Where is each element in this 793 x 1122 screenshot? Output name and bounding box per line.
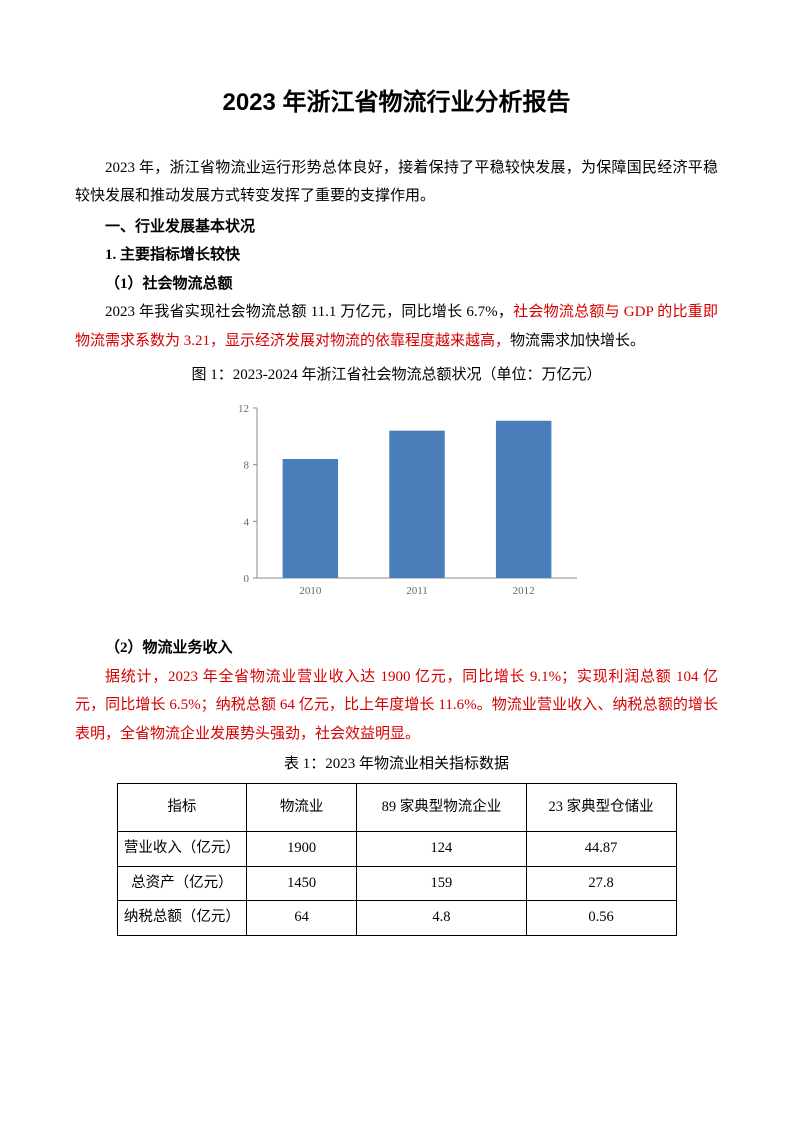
bar-chart-svg: 0 4 8 12 2010 2011 2012: [207, 398, 587, 608]
table-rowhead-cell: 总资产（亿元）: [117, 866, 247, 901]
table-header-cell: 指标: [117, 783, 247, 832]
table-cell: 4.8: [357, 901, 527, 936]
paragraph-revenue: 据统计，2023 年全省物流业营业收入达 1900 亿元，同比增长 9.1%；实…: [75, 663, 718, 749]
y-tick-label: 8: [243, 459, 249, 471]
table-cell: 44.87: [526, 832, 676, 867]
chart-caption: 图 1：2023-2024 年浙江省社会物流总额状况（单位：万亿元）: [75, 361, 718, 390]
y-tick-label: 12: [238, 403, 249, 415]
table-header-cell: 物流业: [247, 783, 357, 832]
data-table: 指标物流业89 家典型物流企业23 家典型仓储业营业收入（亿元）19001244…: [117, 783, 677, 936]
page-title: 2023 年浙江省物流行业分析报告: [75, 80, 718, 126]
intro-paragraph: 2023 年，浙江省物流业运行形势总体良好，接着保持了平稳较快发展，为保障国民经…: [75, 154, 718, 211]
table-cell: 0.56: [526, 901, 676, 936]
table-row: 总资产（亿元）145015927.8: [117, 866, 676, 901]
table-row: 营业收入（亿元）190012444.87: [117, 832, 676, 867]
paragraph-social-logistics: 2023 年我省实现社会物流总额 11.1 万亿元，同比增长 6.7%，社会物流…: [75, 298, 718, 355]
y-tick-label: 4: [243, 516, 249, 528]
table-cell: 159: [357, 866, 527, 901]
bar: [389, 430, 444, 577]
x-tick-label: 2012: [512, 585, 534, 597]
table-caption: 表 1：2023 年物流业相关指标数据: [75, 750, 718, 779]
bar: [282, 459, 337, 578]
y-tick-label: 0: [243, 573, 249, 585]
table-rowhead-cell: 纳税总额（亿元）: [117, 901, 247, 936]
table-rowhead-cell: 营业收入（亿元）: [117, 832, 247, 867]
bar-chart: 0 4 8 12 2010 2011 2012: [207, 398, 587, 619]
bar: [495, 420, 550, 577]
heading-1-1: 1. 主要指标增长较快: [75, 241, 718, 270]
table-cell: 27.8: [526, 866, 676, 901]
x-tick-label: 2011: [406, 585, 428, 597]
heading-1-1-1: （1）社会物流总额: [75, 270, 718, 299]
table-header-cell: 23 家典型仓储业: [526, 783, 676, 832]
table-header-row: 指标物流业89 家典型物流企业23 家典型仓储业: [117, 783, 676, 832]
heading-section-1: 一、行业发展基本状况: [75, 213, 718, 242]
table-cell: 1450: [247, 866, 357, 901]
table-header-cell: 89 家典型物流企业: [357, 783, 527, 832]
text-run: 2023 年我省实现社会物流总额 11.1 万亿元，同比增长 6.7%，: [105, 304, 513, 320]
text-run: 物流需求加快增长。: [510, 333, 645, 349]
heading-1-1-2: （2）物流业务收入: [75, 634, 718, 663]
table-cell: 1900: [247, 832, 357, 867]
table-cell: 64: [247, 901, 357, 936]
table-cell: 124: [357, 832, 527, 867]
table-row: 纳税总额（亿元）644.80.56: [117, 901, 676, 936]
x-tick-label: 2010: [299, 585, 322, 597]
